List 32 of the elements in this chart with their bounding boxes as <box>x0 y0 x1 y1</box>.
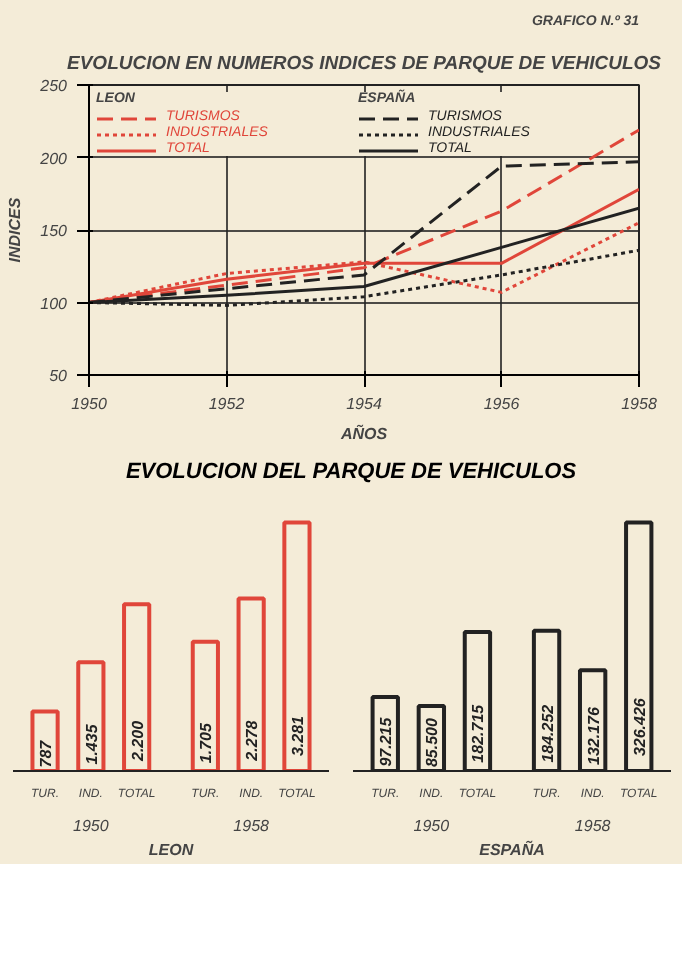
x-tick-label: 1954 <box>346 395 383 413</box>
chart-title: EVOLUCION DEL PARQUE DE VEHICULOS <box>125 458 577 488</box>
data-label: 182.715 <box>469 703 488 763</box>
text: 1958 <box>233 817 271 835</box>
x-tick-label: 1958 <box>621 395 658 413</box>
data-label: 132.176 <box>584 706 603 765</box>
y-tick-label: 150 <box>40 222 69 240</box>
data-label: 85.500 <box>423 717 442 768</box>
data-label: 2.200 <box>128 719 147 763</box>
x-tick-label: 1950 <box>71 395 108 413</box>
y-tick-label: 250 <box>38 77 69 95</box>
y-tick-label: 100 <box>40 294 69 313</box>
data-label: 3.281 <box>288 714 307 757</box>
x-axis-title: LEON <box>148 841 194 859</box>
text: 1958 <box>574 817 612 835</box>
data-label: 2.278 <box>243 719 262 763</box>
data-label: 97.215 <box>377 716 396 767</box>
x-tick-label: 1952 <box>208 395 246 413</box>
x-axis-title: AÑOS <box>338 423 389 443</box>
data-label: 1.435 <box>82 723 101 765</box>
y-axis-title: INDICES <box>6 196 25 263</box>
x-axis-title: ESPAÑA <box>479 839 546 859</box>
data-label: 1.705 <box>197 722 216 764</box>
y-tick-label: 200 <box>38 149 69 168</box>
data-label: 326.426 <box>630 697 649 757</box>
y-tick-label: 50 <box>49 367 69 385</box>
x-tick-label: 1956 <box>483 395 521 413</box>
chart-title: EVOLUCION EN NUMEROS INDICES DE PARQUE DE VEHICULOS <box>67 53 663 75</box>
text: 1950 <box>413 817 451 835</box>
data-label: 184.252 <box>538 703 557 763</box>
data-label: 787 <box>37 739 56 768</box>
text: 1950 <box>73 817 110 835</box>
